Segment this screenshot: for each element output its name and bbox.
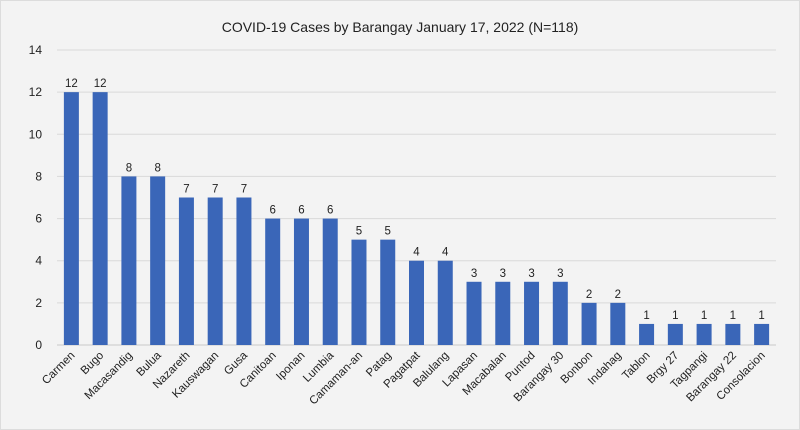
y-tick-label: 6 bbox=[35, 212, 42, 226]
bar bbox=[437, 260, 453, 345]
bar bbox=[293, 218, 309, 345]
y-tick-label: 14 bbox=[29, 43, 43, 57]
x-tick-label: Carmen bbox=[40, 350, 77, 387]
data-label: 8 bbox=[126, 162, 132, 174]
bar bbox=[610, 302, 626, 345]
data-label: 7 bbox=[212, 184, 218, 196]
y-tick-label: 12 bbox=[29, 85, 43, 99]
bar bbox=[495, 281, 511, 345]
bar bbox=[63, 92, 79, 346]
bar bbox=[121, 176, 137, 345]
bar bbox=[667, 323, 683, 345]
bar bbox=[466, 281, 482, 345]
bar bbox=[581, 302, 597, 345]
y-tick-label: 10 bbox=[29, 127, 43, 141]
bar bbox=[552, 281, 568, 345]
chart-title: COVID-19 Cases by Barangay January 17, 2… bbox=[222, 19, 579, 35]
y-axis-ticks: 0 2 4 6 8 10 12 14 bbox=[29, 43, 43, 352]
data-label: 3 bbox=[528, 268, 534, 280]
data-label: 7 bbox=[241, 184, 247, 196]
bar bbox=[150, 176, 166, 345]
bar bbox=[524, 281, 540, 345]
y-tick-label: 8 bbox=[35, 169, 42, 183]
bar bbox=[754, 323, 770, 345]
x-tick-label: Camaman-an bbox=[307, 350, 365, 408]
data-label: 5 bbox=[356, 226, 362, 238]
data-label: 3 bbox=[500, 268, 506, 280]
bar bbox=[725, 323, 741, 345]
data-label: 3 bbox=[471, 268, 477, 280]
bar bbox=[236, 197, 252, 345]
data-label: 6 bbox=[269, 205, 275, 217]
bar bbox=[696, 323, 712, 345]
data-label: 2 bbox=[615, 289, 621, 301]
data-label: 1 bbox=[701, 310, 707, 322]
data-label: 12 bbox=[94, 78, 107, 90]
bars bbox=[63, 92, 770, 346]
bar bbox=[322, 218, 338, 345]
data-labels: 12 12 8 8 7 7 7 6 6 6 5 5 4 4 3 3 3 3 2 2 1 1 1 1 1 bbox=[65, 78, 765, 322]
data-label: 4 bbox=[413, 247, 420, 259]
data-label: 6 bbox=[298, 205, 304, 217]
bar bbox=[409, 260, 424, 345]
bar bbox=[351, 239, 367, 345]
bar bbox=[92, 92, 108, 346]
data-label: 1 bbox=[758, 310, 764, 322]
bar bbox=[380, 239, 396, 345]
y-tick-label: 4 bbox=[35, 254, 42, 268]
data-label: 2 bbox=[586, 289, 592, 301]
data-label: 12 bbox=[65, 78, 78, 90]
data-label: 5 bbox=[385, 226, 391, 238]
data-label: 3 bbox=[557, 268, 563, 280]
bar bbox=[639, 323, 655, 345]
data-label: 1 bbox=[672, 310, 678, 322]
y-tick-label: 0 bbox=[35, 338, 42, 352]
data-label: 4 bbox=[442, 247, 449, 259]
data-label: 7 bbox=[183, 184, 189, 196]
data-label: 1 bbox=[730, 310, 736, 322]
data-label: 6 bbox=[327, 205, 333, 217]
bar bbox=[207, 197, 223, 345]
bar bbox=[265, 218, 281, 345]
data-label: 1 bbox=[643, 310, 649, 322]
y-tick-label: 2 bbox=[35, 296, 42, 310]
data-label: 8 bbox=[154, 162, 160, 174]
bar bbox=[178, 197, 194, 345]
